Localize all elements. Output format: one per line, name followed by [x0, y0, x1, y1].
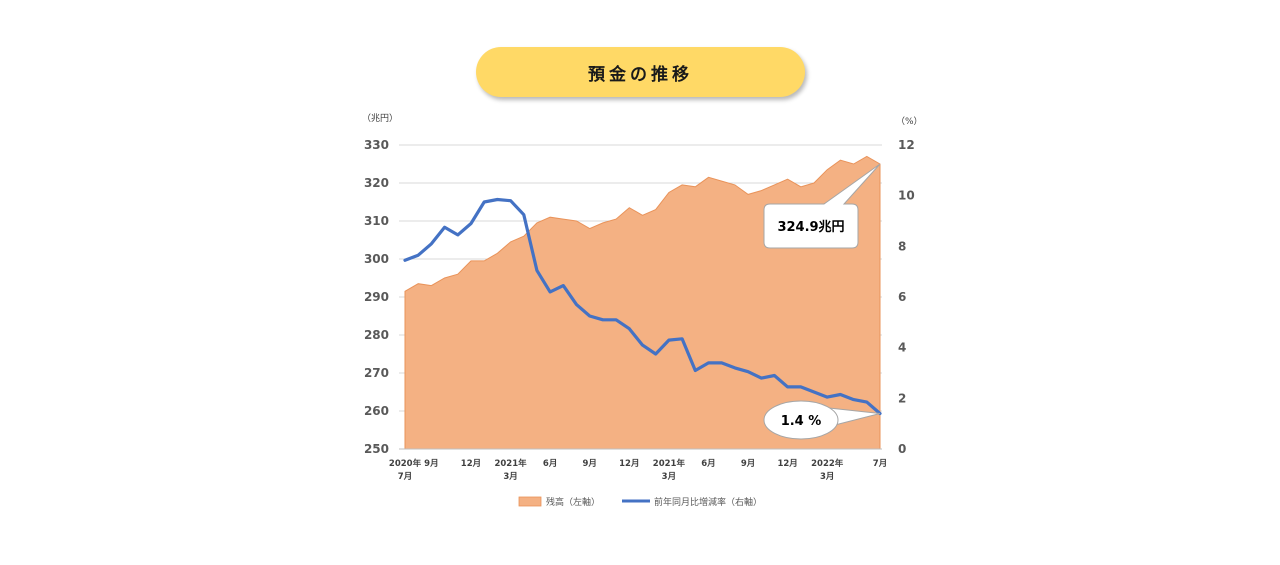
balance-callout-box — [763, 163, 881, 249]
x-axis-label-0-1: 7月 — [398, 472, 412, 482]
legend-area-swatch — [518, 496, 542, 507]
right-axis-tick-3: 6 — [898, 290, 906, 304]
chart-title: 預金の推移 — [588, 64, 693, 85]
x-axis-label-3-0: 2021年 — [494, 458, 527, 469]
x-axis-label-2-0: 12月 — [461, 459, 481, 469]
balance-callout-text: 324.9兆円 — [777, 219, 844, 235]
left-axis-tick-3: 280 — [364, 328, 389, 342]
x-axis-label-7-0: 2021年 — [653, 458, 686, 469]
legend-line-label: 前年同月比増減率（右軸） — [654, 496, 762, 508]
x-axis-label-10-0: 12月 — [777, 459, 797, 469]
legend-area-label: 残高（左軸） — [546, 496, 600, 508]
x-axis-label-1-0: 9月 — [424, 459, 438, 469]
right-axis-tick-0: 0 — [898, 442, 906, 456]
x-axis-label-4-0: 6月 — [543, 459, 557, 469]
left-axis-tick-6: 310 — [364, 214, 389, 228]
x-axis-label-9-0: 9月 — [741, 459, 755, 469]
x-axis-label-6-0: 12月 — [619, 459, 639, 469]
left-axis-tick-1: 260 — [364, 404, 389, 418]
right-axis-unit: （%） — [896, 116, 923, 127]
chart-title-banner: 預金の推移 — [476, 47, 805, 97]
growth-rate-line-series — [403, 197, 882, 416]
left-axis-tick-4: 290 — [364, 290, 389, 304]
left-axis-tick-2: 270 — [364, 366, 389, 380]
x-axis-label-7-1: 3月 — [662, 472, 676, 482]
x-axis-label-5-0: 9月 — [583, 459, 597, 469]
left-axis-unit: （兆円） — [362, 113, 398, 124]
rate-callout-ellipse — [763, 400, 839, 440]
rate-callout-text: 1.4 % — [781, 414, 822, 429]
x-axis-label-11-1: 3月 — [820, 472, 834, 482]
left-axis-tick-7: 320 — [364, 176, 389, 190]
balance-area-series — [404, 155, 881, 450]
right-axis-tick-2: 4 — [898, 341, 906, 355]
x-axis-label-3-1: 3月 — [503, 472, 517, 482]
right-axis-tick-5: 10 — [898, 189, 915, 203]
left-axis-tick-5: 300 — [364, 252, 389, 266]
x-axis-label-11-0: 2022年 — [811, 458, 844, 469]
right-axis-tick-6: 12 — [898, 138, 915, 152]
left-axis-tick-0: 250 — [364, 442, 389, 456]
x-axis-label-0-0: 2020年 — [389, 458, 422, 469]
right-axis-tick-1: 2 — [898, 391, 906, 405]
x-axis-label-8-0: 6月 — [701, 459, 715, 469]
right-axis-tick-4: 8 — [898, 239, 906, 253]
left-axis-tick-8: 330 — [364, 138, 389, 152]
x-axis-label-12-0: 7月 — [873, 459, 887, 469]
